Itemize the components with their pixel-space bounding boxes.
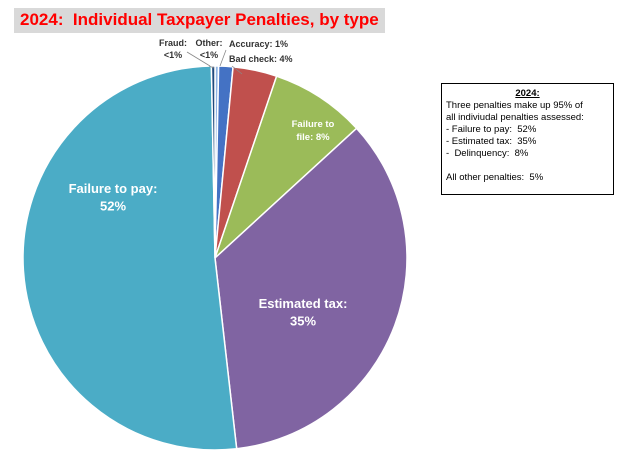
slice-label-failure-to-file: Failure to file: 8% [292,119,335,143]
slice-label-accuracy: Accuracy: 1% [229,39,288,49]
pie-slice-estimated-tax [214,127,408,450]
note-footer: All other penalties: 5% [446,172,544,183]
chart-title-box: 2024: Individual Taxpayer Penalties, by … [14,8,385,33]
leader-line [186,51,211,67]
leader-line [208,65,215,69]
slice-label-estimated-tax: Estimated tax: 35% [259,296,348,329]
slice-label-fraud: Fraud: <1% [159,38,187,60]
slice-label-bad-check: Bad check: 4% [229,54,293,64]
slice-label-failure-to-pay: Failure to pay: 52% [69,181,158,214]
note-line: - Estimated tax: 35% [446,136,537,147]
leader-line [219,49,227,67]
note-heading: 2024: [515,88,540,99]
pie-slice-fraud [210,65,216,259]
note-line: Three penalties make up 95% of [446,100,583,111]
pie-slice-failure-to-file [214,75,358,259]
pie-slice-failure-to-pay [22,65,238,451]
note-line: all indiviudal penalties assessed: [446,112,584,123]
chart-title: 2024: Individual Taxpayer Penalties, by … [20,10,379,29]
note-line: - Failure to pay: 52% [446,124,537,135]
leader-line [231,65,243,75]
slice-label-other: Other: <1% [196,38,223,60]
note-line: - Delinquency: 8% [446,148,529,159]
summary-note: 2024: Three penalties make up 95% of all… [441,83,614,195]
